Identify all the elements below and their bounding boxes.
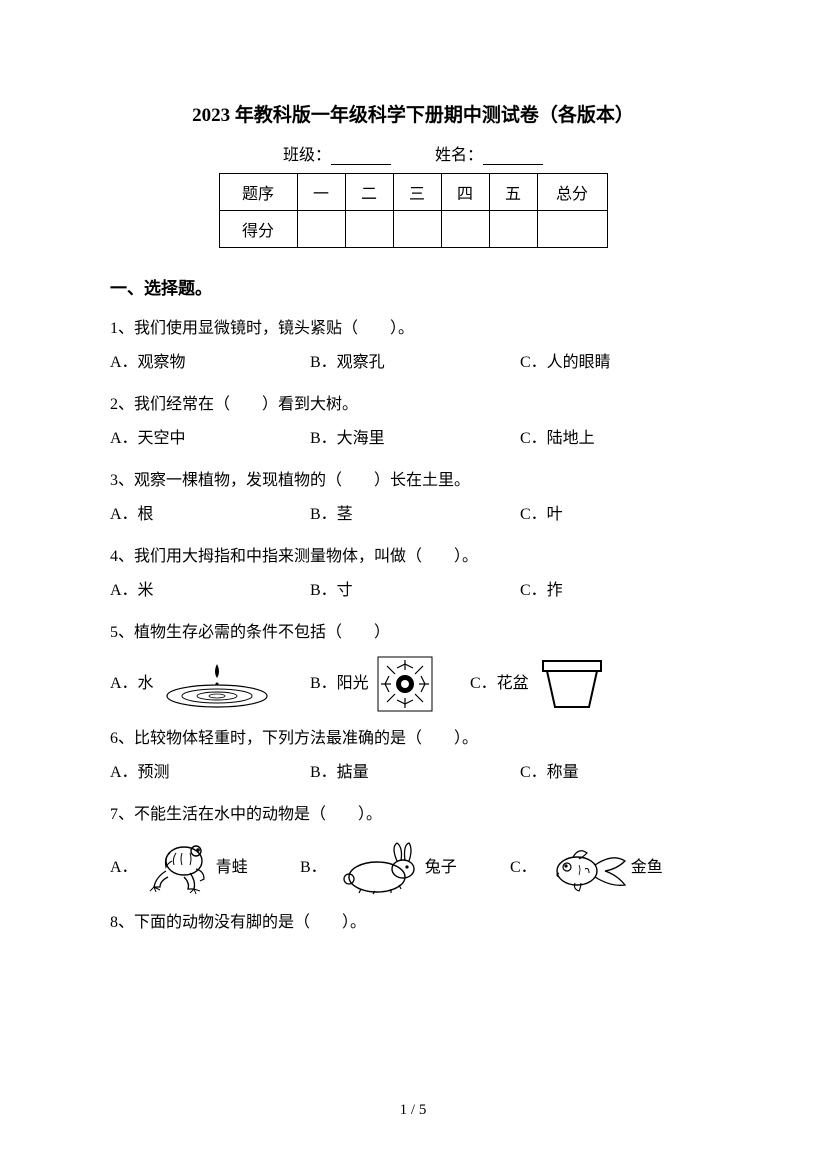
cell: 一	[297, 174, 345, 211]
cell: 总分	[537, 174, 607, 211]
option-b: B． 兔子	[300, 839, 510, 897]
cell	[489, 211, 537, 248]
opt-label: C．	[510, 852, 537, 884]
options: A．预测 B．掂量 C．称量	[110, 757, 716, 789]
table-row: 得分	[219, 211, 607, 248]
page-title: 2023 年教科版一年级科学下册期中测试卷（各版本）	[110, 100, 716, 127]
cell	[441, 211, 489, 248]
cell	[297, 211, 345, 248]
option-a: A．水	[110, 658, 310, 710]
animal-label: 兔子	[425, 852, 457, 884]
option-b: B．阳光	[310, 656, 470, 712]
rabbit-icon	[335, 839, 425, 897]
options: A．根 B．茎 C．叶	[110, 499, 716, 531]
section-heading: 一、选择题。	[110, 274, 716, 299]
opt-label: A．水	[110, 668, 154, 700]
flowerpot-icon	[537, 655, 607, 713]
q-stem: 2、我们经常在（ ）看到大树。	[110, 389, 716, 421]
question-3: 3、观察一棵植物，发现植物的（ ）长在土里。 A．根 B．茎 C．叶	[110, 465, 716, 531]
name-blank	[483, 147, 543, 165]
score-table: 题序 一 二 三 四 五 总分 得分	[219, 173, 608, 248]
question-1: 1、我们使用显微镜时，镜头紧贴（ ）。 A．观察物 B．观察孔 C．人的眼睛	[110, 313, 716, 379]
option-b: B．观察孔	[310, 347, 520, 379]
options: A．观察物 B．观察孔 C．人的眼睛	[110, 347, 716, 379]
info-row: 班级： 姓名：	[110, 141, 716, 165]
option-c: C．陆地上	[520, 423, 716, 455]
options: A．天空中 B．大海里 C．陆地上	[110, 423, 716, 455]
option-c: C．拃	[520, 575, 716, 607]
options: A．水 B．阳光	[110, 655, 716, 713]
q-stem: 6、比较物体轻重时，下列方法最准确的是（ ）。	[110, 723, 716, 755]
option-b: B．茎	[310, 499, 520, 531]
question-8: 8、下面的动物没有脚的是（ ）。	[110, 907, 716, 939]
cell-label: 得分	[219, 211, 297, 248]
question-4: 4、我们用大拇指和中指来测量物体，叫做（ ）。 A．米 B．寸 C．拃	[110, 541, 716, 607]
q-stem: 7、不能生活在水中的动物是（ ）。	[110, 799, 716, 831]
q-stem: 5、植物生存必需的条件不包括（ ）	[110, 617, 716, 649]
goldfish-icon	[545, 839, 631, 897]
question-7: 7、不能生活在水中的动物是（ ）。 A．	[110, 799, 716, 897]
option-a: A．根	[110, 499, 310, 531]
question-5: 5、植物生存必需的条件不包括（ ） A．水 B．阳光	[110, 617, 716, 713]
option-b: B．寸	[310, 575, 520, 607]
cell: 三	[393, 174, 441, 211]
class-label: 班级：	[283, 147, 331, 164]
options: A．米 B．寸 C．拃	[110, 575, 716, 607]
question-6: 6、比较物体轻重时，下列方法最准确的是（ ）。 A．预测 B．掂量 C．称量	[110, 723, 716, 789]
option-a: A．观察物	[110, 347, 310, 379]
water-icon	[162, 658, 272, 710]
sunlight-icon	[377, 656, 433, 712]
frog-icon	[146, 839, 216, 897]
q-stem: 4、我们用大拇指和中指来测量物体，叫做（ ）。	[110, 541, 716, 573]
option-a: A．米	[110, 575, 310, 607]
animal-label: 青蛙	[216, 852, 248, 884]
q-stem: 1、我们使用显微镜时，镜头紧贴（ ）。	[110, 313, 716, 345]
option-a: A． 青蛙	[110, 839, 300, 897]
option-a: A．天空中	[110, 423, 310, 455]
option-c: C．叶	[520, 499, 716, 531]
name-label: 姓名：	[435, 147, 483, 164]
cell	[537, 211, 607, 248]
cell-label: 题序	[219, 174, 297, 211]
option-a: A．预测	[110, 757, 310, 789]
cell: 四	[441, 174, 489, 211]
table-row: 题序 一 二 三 四 五 总分	[219, 174, 607, 211]
question-2: 2、我们经常在（ ）看到大树。 A．天空中 B．大海里 C．陆地上	[110, 389, 716, 455]
opt-label: A．	[110, 852, 138, 884]
page-number: 1 / 5	[0, 1102, 826, 1119]
option-c: C．花盆	[470, 655, 716, 713]
option-c: C． 金鱼	[510, 839, 716, 897]
opt-label: B．	[300, 852, 327, 884]
q-stem: 3、观察一棵植物，发现植物的（ ）长在土里。	[110, 465, 716, 497]
option-b: B．掂量	[310, 757, 520, 789]
cell	[393, 211, 441, 248]
options: A． 青蛙 B．	[110, 839, 716, 897]
option-c: C．人的眼睛	[520, 347, 716, 379]
opt-label: C．花盆	[470, 668, 529, 700]
option-b: B．大海里	[310, 423, 520, 455]
animal-label: 金鱼	[631, 852, 663, 884]
cell	[345, 211, 393, 248]
class-blank	[331, 147, 391, 165]
option-c: C．称量	[520, 757, 716, 789]
cell: 二	[345, 174, 393, 211]
cell: 五	[489, 174, 537, 211]
opt-label: B．阳光	[310, 668, 369, 700]
q-stem: 8、下面的动物没有脚的是（ ）。	[110, 907, 716, 939]
